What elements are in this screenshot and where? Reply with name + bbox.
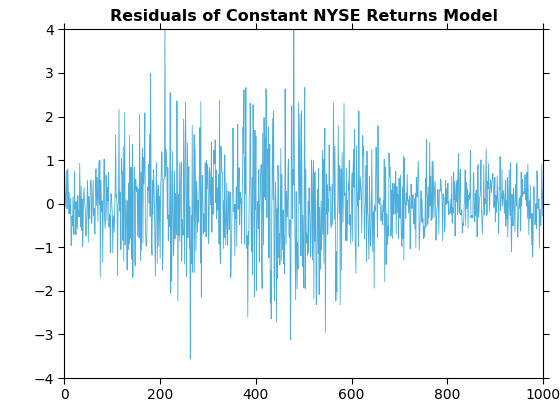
Title: Residuals of Constant NYSE Returns Model: Residuals of Constant NYSE Returns Model [110,9,498,24]
